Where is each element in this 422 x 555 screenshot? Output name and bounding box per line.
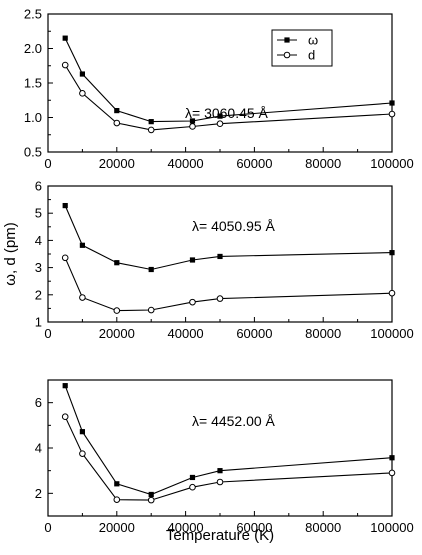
y-tick-label: 4 xyxy=(35,441,42,456)
y-tick-label: 0.5 xyxy=(24,145,42,160)
x-tick-label: 100000 xyxy=(370,326,413,341)
data-point-omega xyxy=(217,113,223,119)
data-point-omega xyxy=(79,242,85,248)
data-point-omega xyxy=(148,266,154,273)
data-point-omega xyxy=(389,455,395,461)
legend-marker-omega xyxy=(284,37,290,43)
series-line-omega xyxy=(64,385,393,496)
x-tick-label: 0 xyxy=(44,326,51,341)
data-point-omega xyxy=(189,474,196,481)
plot-frame xyxy=(47,13,393,153)
x-tick-label: 60000 xyxy=(236,520,272,535)
x-tick-label: 0 xyxy=(44,156,51,171)
data-point-d xyxy=(79,294,86,301)
y-tick-label: 4 xyxy=(35,233,42,248)
chart-panel-2: 0 20000 40000 60000 80000 100000 1 2 3 4 5 6 λ= 4050… xyxy=(2,179,414,342)
data-point-omega xyxy=(217,253,223,260)
y-tick-label: 2 xyxy=(35,486,42,501)
data-point-omega xyxy=(62,202,68,209)
legend-label: d xyxy=(308,48,315,63)
data-point-d xyxy=(61,61,69,69)
data-point-d xyxy=(113,307,121,314)
y-tick-label: 2 xyxy=(35,287,42,302)
y-tick-label: 3 xyxy=(35,260,42,275)
data-point-omega xyxy=(62,35,68,41)
data-point-omega xyxy=(148,119,154,125)
data-point-omega xyxy=(114,260,120,266)
legend-box xyxy=(271,29,333,67)
data-point-d xyxy=(388,110,396,118)
data-point-omega xyxy=(114,481,120,487)
wavelength-annotation: λ= 3060.45 Å xyxy=(185,105,269,121)
data-point-omega xyxy=(189,118,196,124)
x-tick-label: 40000 xyxy=(168,520,204,535)
x-tick-label: 40000 xyxy=(168,156,204,171)
legend-label: ω xyxy=(308,33,318,48)
data-point-d xyxy=(216,120,224,128)
wavelength-annotation: λ= 4452.00 Å xyxy=(192,413,276,429)
x-tick-label: 80000 xyxy=(305,326,341,341)
data-point-d xyxy=(61,413,69,421)
series-line-d xyxy=(64,416,393,501)
data-point-d xyxy=(147,496,155,504)
data-point-d xyxy=(189,298,196,306)
series-line-d xyxy=(64,257,393,312)
wavelength-annotation: λ= 4050.95 Å xyxy=(192,218,276,234)
data-point-d xyxy=(113,119,121,127)
chart-panel-3: 0 20000 40000 60000 80000 100000 2 4 6 λ= 4452.00… xyxy=(35,379,414,544)
x-tick-label: 0 xyxy=(44,520,51,535)
x-tick-label: 100000 xyxy=(370,520,413,535)
x-tick-label: 20000 xyxy=(99,156,135,171)
data-point-omega xyxy=(114,108,120,114)
data-point-omega xyxy=(189,257,196,263)
data-point-omega xyxy=(389,250,395,256)
x-tick-label: 60000 xyxy=(236,326,272,341)
data-point-d xyxy=(113,496,121,503)
x-tick-label: 100000 xyxy=(370,156,413,171)
data-point-d xyxy=(216,295,224,302)
x-tick-label: 60000 xyxy=(236,156,272,171)
y-tick-label: 2.0 xyxy=(24,41,42,56)
y-tick-label: 1 xyxy=(35,315,42,330)
data-point-d xyxy=(189,123,196,130)
data-point-d xyxy=(189,483,196,491)
data-point-d xyxy=(147,306,155,314)
data-point-d xyxy=(388,289,396,297)
y-tick-label: 2.5 xyxy=(24,7,42,22)
data-point-omega xyxy=(79,71,85,77)
data-point-omega xyxy=(389,100,395,106)
x-tick-label: 80000 xyxy=(305,520,341,535)
data-point-d xyxy=(388,469,396,477)
data-point-omega xyxy=(217,468,223,474)
data-point-d xyxy=(79,90,86,97)
x-tick-label: 20000 xyxy=(99,520,135,535)
data-point-d xyxy=(216,478,224,486)
y-tick-label: 1.0 xyxy=(24,110,42,125)
data-point-omega xyxy=(79,429,85,435)
y-tick-label: 6 xyxy=(35,395,42,410)
data-point-d xyxy=(147,126,155,134)
data-point-omega xyxy=(148,491,154,498)
x-tick-label: 40000 xyxy=(168,326,204,341)
plot-frame xyxy=(47,379,393,517)
data-point-d xyxy=(61,254,69,262)
y-tick-label: 5 xyxy=(35,206,42,221)
y-axis-title: ω, d (pm) xyxy=(2,222,19,285)
y-tick-label: 1.5 xyxy=(24,76,42,91)
y-tick-label: 6 xyxy=(35,179,42,194)
data-point-omega xyxy=(62,383,68,389)
legend-marker-d xyxy=(283,51,291,59)
series-line-omega xyxy=(64,205,393,271)
x-tick-label: 20000 xyxy=(99,326,135,341)
x-axis-title: Temperature (K) xyxy=(166,527,274,544)
chart-panel-1: 0 20000 40000 60000 80000 100000 0.5 1.0 1.5 2.0 2… xyxy=(24,7,414,172)
x-tick-label: 80000 xyxy=(305,156,341,171)
data-point-d xyxy=(79,450,86,457)
